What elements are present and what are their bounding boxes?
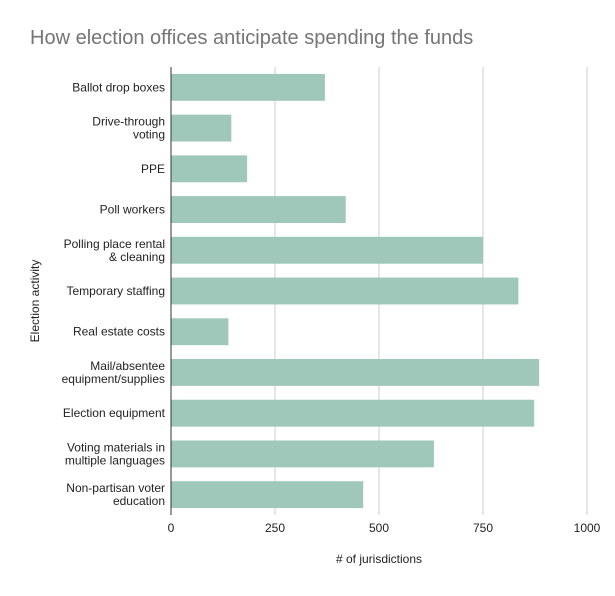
category-label: Ballot drop boxes [72,80,165,94]
category-label-line: Voting materials in [67,440,165,454]
x-tick-label: 500 [369,521,389,535]
bar [171,277,519,305]
bars [171,73,540,509]
category-label: Real estate costs [73,325,165,339]
category-label: Poll workers [100,203,165,217]
category-label-line: Polling place rental [64,237,165,251]
x-axis-title: # of jurisdictions [336,552,422,566]
category-label: Temporary staffing [67,284,166,298]
category-label-line: Mail/absentee [90,359,165,373]
bar [171,359,540,386]
category-label-line: PPE [141,162,165,176]
category-label-line: Drive-through [92,115,165,129]
chart-title: How election offices anticipate spending… [30,27,473,49]
x-tick-label: 750 [473,521,493,535]
x-tick-label: 250 [265,521,285,535]
category-label-line: & cleaning [109,250,165,264]
tick-labels: 0 250 500 750 1000 [168,521,601,535]
category-label-line: multiple languages [65,453,165,467]
category-label-line: Ballot drop boxes [72,80,165,94]
category-label-line: Temporary staffing [67,284,166,298]
bar [171,440,434,468]
category-label-line: voting [133,128,165,142]
bar [171,236,483,264]
category-label-line: Real estate costs [73,325,165,339]
y-axis-title: Election activity [28,260,42,343]
category-label-line: equipment/supplies [62,372,165,386]
bar [171,155,248,183]
category-label-line: Non-partisan voter [66,481,165,495]
category-label: Drive-through voting [92,115,165,142]
bar [171,481,364,509]
category-label: Polling place rental & cleaning [64,237,165,264]
category-label: Mail/absentee equipment/supplies [62,359,166,386]
category-label: Non-partisan voter education [66,481,165,508]
bar [171,73,325,101]
category-label-line: Poll workers [100,203,165,217]
category-label-line: education [113,494,165,508]
bar [171,114,232,142]
category-labels: Ballot drop boxes Drive-through voting PPE P… [62,80,166,508]
x-tick-label: 0 [168,521,175,535]
category-label: Election equipment [63,406,166,420]
bar [171,196,346,223]
category-label-line: Election equipment [63,406,166,420]
x-tick-label: 1000 [574,521,601,535]
category-label: Voting materials in multiple languages [65,440,165,467]
category-label: PPE [141,162,165,176]
bar [171,399,535,427]
bar [171,318,229,346]
